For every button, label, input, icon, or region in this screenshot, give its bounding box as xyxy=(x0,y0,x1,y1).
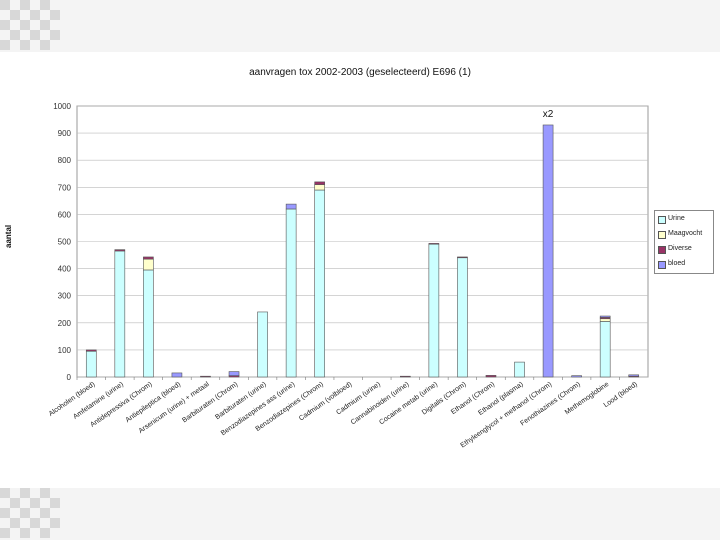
y-tick-label: 400 xyxy=(58,265,72,274)
y-tick-label: 0 xyxy=(67,373,72,382)
slide-top-band xyxy=(0,0,720,52)
bar-segment xyxy=(171,372,183,378)
bar-segment xyxy=(114,249,126,252)
bar-segment xyxy=(599,315,611,318)
y-tick-label: 900 xyxy=(58,129,72,138)
legend-label: Diverse xyxy=(668,245,692,252)
legend-item: Diverse xyxy=(655,242,713,256)
y-tick-label: 600 xyxy=(58,210,72,219)
bar-segment xyxy=(285,208,297,378)
bar-segment xyxy=(514,361,525,378)
bar-segment xyxy=(143,269,154,378)
y-tick-label: 700 xyxy=(58,183,72,192)
y-tick-label: 300 xyxy=(58,292,72,301)
x-tick-label: Barbituraten (urine) xyxy=(214,381,267,421)
legend-swatch xyxy=(658,216,666,224)
bar-segment xyxy=(485,375,497,378)
slide-bottom-decoration xyxy=(0,488,60,540)
x-tick-label: Cadmium (volbloed) xyxy=(298,381,353,423)
bar-segment xyxy=(571,375,582,378)
slide-bottom-band xyxy=(0,488,720,540)
bar-segment xyxy=(228,371,240,376)
bar-segment xyxy=(143,258,154,271)
bar-segment xyxy=(428,243,440,378)
bar-segment xyxy=(428,243,440,245)
legend-item: Maagvocht xyxy=(655,227,713,241)
bar-segment xyxy=(457,256,468,259)
bar-segment xyxy=(114,250,126,378)
y-tick-label: 100 xyxy=(58,346,72,355)
bar-segment xyxy=(314,181,325,185)
slide-top-decoration xyxy=(0,0,60,52)
legend-swatch xyxy=(658,231,666,239)
y-tick-label: 800 xyxy=(58,156,72,165)
x-tick-label: Barbituraten (Chrom) xyxy=(181,381,239,424)
legend-swatch xyxy=(658,261,666,269)
chart-title: aanvragen tox 2002-2003 (geselecteerd) E… xyxy=(249,67,471,78)
x-tick-label: Alcoholen (bloed) xyxy=(48,381,97,418)
bar-segment xyxy=(85,350,97,378)
legend-item: Urine xyxy=(655,212,713,226)
legend-label: Maagvocht xyxy=(668,230,703,237)
legend-label: Urine xyxy=(668,215,685,222)
bar-segment xyxy=(599,321,611,378)
bar-segment xyxy=(285,203,297,210)
bar-annotation: x2 xyxy=(543,109,554,120)
bar-segment xyxy=(542,124,554,378)
legend-swatch xyxy=(658,246,666,254)
bar-segment xyxy=(314,184,325,191)
x-tick-label: Amfetamine (urine) xyxy=(72,381,125,421)
bar-segment xyxy=(628,374,640,377)
bar-segment xyxy=(314,189,325,378)
y-tick-label: 1000 xyxy=(53,102,71,111)
chart-legend: Urine Maagvocht Diverse bloed xyxy=(654,210,714,274)
y-tick-label: 200 xyxy=(58,319,72,328)
legend-item: bloed xyxy=(655,257,713,271)
bar-segment xyxy=(200,375,211,378)
bar-segment xyxy=(400,375,411,378)
bar-segment xyxy=(85,349,97,352)
y-tick-label: 500 xyxy=(58,238,72,247)
bar-segment xyxy=(457,257,468,378)
bar-segment xyxy=(599,318,611,322)
legend-label: bloed xyxy=(668,260,686,267)
bar-segment xyxy=(257,311,268,378)
bar-segment xyxy=(143,256,154,260)
